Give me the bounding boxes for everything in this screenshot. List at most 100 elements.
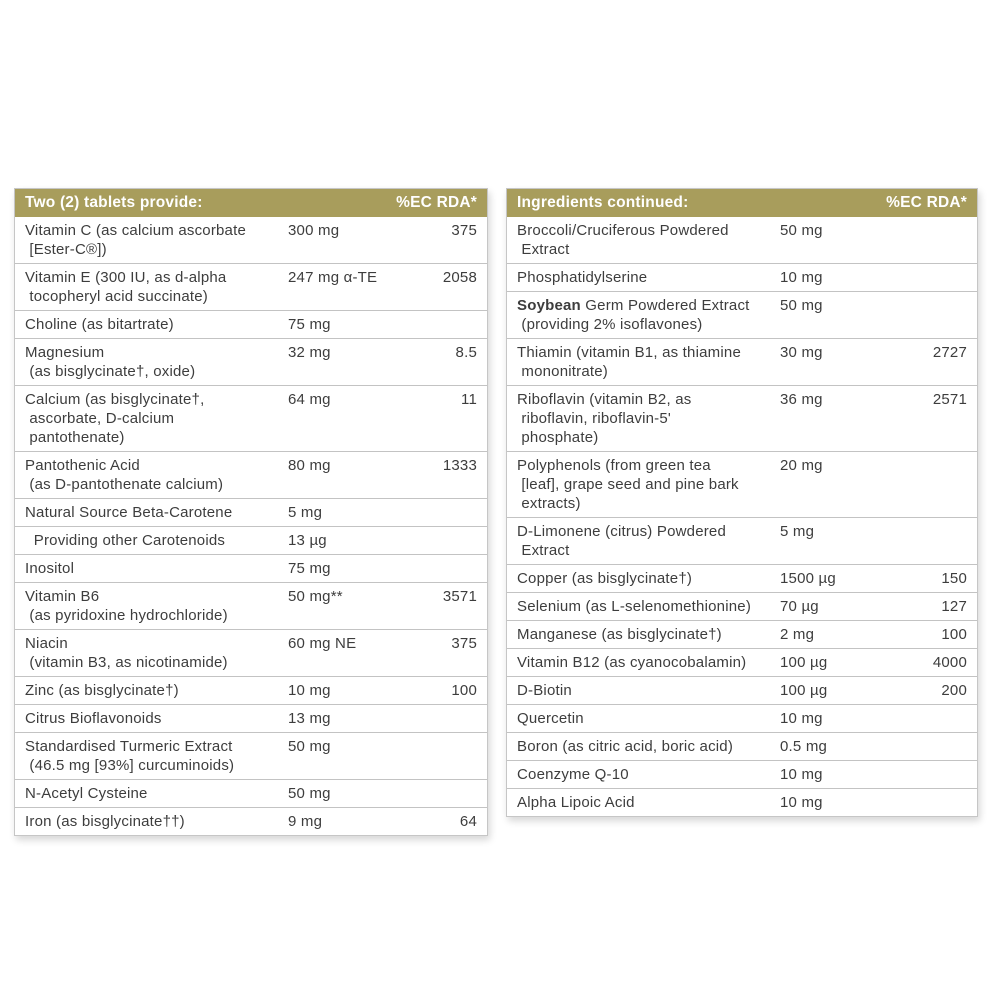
ingredient-amount: 100 µg bbox=[780, 654, 828, 671]
ingredient-name: Pantothenic Acid (as D-pantothenate calc… bbox=[25, 457, 224, 493]
ingredient-amount: 32 mg bbox=[288, 344, 331, 361]
ingredient-rda-value: 200 bbox=[941, 682, 967, 699]
table-row: Calcium (as bisglycinate†, ascorbate, D-… bbox=[15, 385, 487, 451]
ingredient-name: Soybean Germ Powdered Extract (providing… bbox=[517, 297, 750, 333]
table-rows: Vitamin C (as calcium ascorbate [Ester-C… bbox=[15, 217, 487, 835]
ingredient-rda-value: 64 bbox=[459, 813, 477, 830]
ingredient-rda-value: 100 bbox=[941, 626, 967, 643]
ingredient-name: Iron (as bisglycinate††) bbox=[25, 813, 185, 830]
table-row: Standardised Turmeric Extract (46.5 mg [… bbox=[15, 732, 487, 779]
table-row: Alpha Lipoic Acid 10 mg bbox=[507, 788, 977, 816]
ingredient-amount: 10 mg bbox=[288, 682, 331, 699]
ingredient-name: Thiamin (vitamin B1, as thiamine mononit… bbox=[517, 344, 741, 380]
table-row: Boron (as citric acid, boric acid) 0.5 mg bbox=[507, 732, 977, 760]
ingredient-amount: 5 mg bbox=[288, 504, 323, 521]
ingredient-name: D-Biotin bbox=[517, 682, 572, 699]
table-row: Polyphenols (from green tea [leaf], grap… bbox=[507, 451, 977, 517]
table-row: Selenium (as L-selenomethionine) 70 µg 127 bbox=[507, 592, 977, 620]
ingredient-amount: 10 mg bbox=[780, 269, 823, 286]
table-row: N-Acetyl Cysteine 50 mg bbox=[15, 779, 487, 807]
ingredient-amount: 30 mg bbox=[780, 344, 823, 361]
table-row: D-Limonene (citrus) Powdered Extract 5 mg bbox=[507, 517, 977, 564]
ingredient-name: Copper (as bisglycinate†) bbox=[517, 570, 693, 587]
table-row: Choline (as bitartrate) 75 mg bbox=[15, 310, 487, 338]
ingredient-rda-value: 4000 bbox=[932, 654, 967, 671]
table-row: Copper (as bisglycinate†) 1500 µg 150 bbox=[507, 564, 977, 592]
rda-column-header: %EC RDA* bbox=[886, 194, 967, 211]
ingredient-name: Selenium (as L-selenomethionine) bbox=[517, 598, 752, 615]
table-row: Broccoli/Cruciferous Powdered Extract 50 … bbox=[507, 217, 977, 263]
ingredient-amount: 50 mg bbox=[288, 738, 331, 755]
table-row: Providing other Carotenoids 13 µg bbox=[15, 526, 487, 554]
ingredient-amount: 10 mg bbox=[780, 794, 823, 811]
ingredient-amount: 247 mg α-TE bbox=[288, 269, 378, 286]
ingredient-rda-value: 100 bbox=[451, 682, 477, 699]
ingredient-rda-value: 11 bbox=[461, 391, 477, 408]
ingredient-rda-value: 1333 bbox=[442, 457, 477, 474]
table-row: D-Biotin 100 µg 200 bbox=[507, 676, 977, 704]
ingredient-amount: 100 µg bbox=[780, 682, 828, 699]
ingredient-name: Polyphenols (from green tea [leaf], grap… bbox=[517, 457, 739, 512]
supplement-facts-table-left: Two (2) tablets provide: %EC RDA* Vitami… bbox=[14, 188, 488, 836]
ingredient-amount: 1500 µg bbox=[780, 570, 836, 587]
ingredient-name: Coenzyme Q-10 bbox=[517, 766, 629, 783]
table-row: Soybean Germ Powdered Extract (providing… bbox=[507, 291, 977, 338]
ingredient-name: Standardised Turmeric Extract (46.5 mg [… bbox=[25, 738, 235, 774]
ingredient-amount: 10 mg bbox=[780, 766, 823, 783]
ingredient-amount: 50 mg bbox=[780, 222, 823, 239]
ingredient-rda-value: 375 bbox=[451, 635, 477, 652]
ingredient-name: Vitamin E (300 IU, as d-alpha tocopheryl… bbox=[25, 269, 227, 305]
table-row: Thiamin (vitamin B1, as thiamine mononit… bbox=[507, 338, 977, 385]
ingredient-rda-value: 150 bbox=[941, 570, 967, 587]
ingredient-name: Niacin (vitamin B3, as nicotinamide) bbox=[25, 635, 228, 671]
table-row: Magnesium (as bisglycinate†, oxide) 32 mg… bbox=[15, 338, 487, 385]
table-row: Niacin (vitamin B3, as nicotinamide) 60 m… bbox=[15, 629, 487, 676]
table-row: Manganese (as bisglycinate†) 2 mg 100 bbox=[507, 620, 977, 648]
ingredient-name: Vitamin C (as calcium ascorbate [Ester-C… bbox=[25, 222, 247, 258]
ingredient-amount: 2 mg bbox=[780, 626, 815, 643]
table-row: Vitamin B12 (as cyanocobalamin) 100 µg 400… bbox=[507, 648, 977, 676]
ingredient-name: Vitamin B12 (as cyanocobalamin) bbox=[517, 654, 747, 671]
ingredient-amount: 13 mg bbox=[288, 710, 331, 727]
ingredient-amount: 70 µg bbox=[780, 598, 819, 615]
ingredient-name: Providing other Carotenoids bbox=[25, 532, 226, 549]
ingredient-amount: 75 mg bbox=[288, 316, 331, 333]
table-row: Riboflavin (vitamin B2, as riboflavin, r… bbox=[507, 385, 977, 451]
ingredient-rda-value: 127 bbox=[941, 598, 967, 615]
ingredient-amount: 9 mg bbox=[288, 813, 323, 830]
rda-column-header: %EC RDA* bbox=[396, 194, 477, 211]
table-header: Two (2) tablets provide: %EC RDA* bbox=[15, 189, 487, 217]
table-row: Coenzyme Q-10 10 mg bbox=[507, 760, 977, 788]
ingredient-rda-value: 2727 bbox=[932, 344, 967, 361]
ingredient-amount: 300 mg bbox=[288, 222, 340, 239]
ingredient-amount: 64 mg bbox=[288, 391, 331, 408]
ingredient-amount: 13 µg bbox=[288, 532, 327, 549]
table-row: Natural Source Beta-Carotene 5 mg bbox=[15, 498, 487, 526]
ingredient-name: Phosphatidylserine bbox=[517, 269, 648, 286]
ingredient-name: Vitamin B6 (as pyridoxine hydrochloride) bbox=[25, 588, 228, 624]
ingredient-name: N-Acetyl Cysteine bbox=[25, 785, 148, 802]
ingredient-name: Natural Source Beta-Carotene bbox=[25, 504, 233, 521]
ingredient-amount: 60 mg NE bbox=[288, 635, 357, 652]
ingredient-name: Citrus Bioflavonoids bbox=[25, 710, 162, 727]
ingredient-name: Quercetin bbox=[517, 710, 584, 727]
ingredient-amount: 10 mg bbox=[780, 710, 823, 727]
table-row: Inositol 75 mg bbox=[15, 554, 487, 582]
ingredient-amount: 50 mg bbox=[780, 297, 823, 314]
ingredient-rda-value: 375 bbox=[451, 222, 477, 239]
supplement-facts-table-right: Ingredients continued: %EC RDA* Broccoli… bbox=[506, 188, 978, 817]
ingredient-name: Alpha Lipoic Acid bbox=[517, 794, 635, 811]
ingredient-name: Calcium (as bisglycinate†, ascorbate, D-… bbox=[25, 391, 205, 446]
table-row: Zinc (as bisglycinate†) 10 mg 100 bbox=[15, 676, 487, 704]
ingredient-name: Choline (as bitartrate) bbox=[25, 316, 174, 333]
table-row: Phosphatidylserine 10 mg bbox=[507, 263, 977, 291]
ingredient-name: Magnesium (as bisglycinate†, oxide) bbox=[25, 344, 196, 380]
ingredient-rda-value: 3571 bbox=[442, 588, 477, 605]
table-row: Vitamin B6 (as pyridoxine hydrochloride)… bbox=[15, 582, 487, 629]
ingredient-amount: 0.5 mg bbox=[780, 738, 828, 755]
table-title: Two (2) tablets provide: bbox=[25, 194, 203, 211]
table-row: Iron (as bisglycinate††) 9 mg 64 bbox=[15, 807, 487, 835]
table-row: Vitamin C (as calcium ascorbate [Ester-C… bbox=[15, 217, 487, 263]
ingredient-amount: 36 mg bbox=[780, 391, 823, 408]
table-row: Quercetin 10 mg bbox=[507, 704, 977, 732]
